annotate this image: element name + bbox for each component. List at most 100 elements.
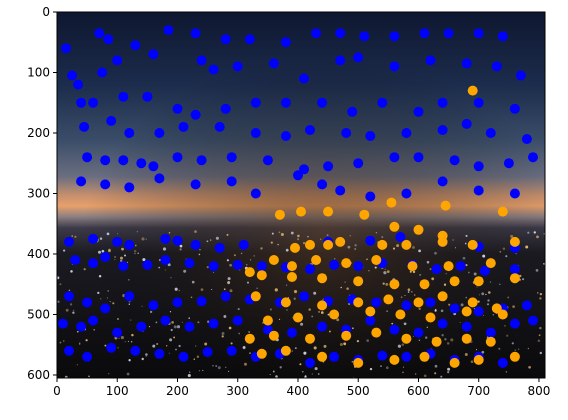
city-light <box>242 346 246 349</box>
city-light <box>217 366 221 370</box>
blue-point <box>389 152 400 163</box>
orange-point <box>290 242 300 253</box>
y-axis: 0 100 200 300 400 500 600 <box>27 5 57 382</box>
city-light <box>71 235 73 237</box>
blue-point <box>455 261 466 272</box>
blue-point <box>473 97 484 108</box>
city-light <box>488 291 491 294</box>
city-light <box>385 366 389 370</box>
orange-point <box>413 224 424 235</box>
city-light <box>478 294 480 296</box>
blue-point <box>232 315 243 326</box>
city-light <box>221 332 225 335</box>
city-light <box>272 370 275 373</box>
city-light <box>107 289 110 292</box>
blue-point <box>88 233 99 244</box>
blue-point <box>449 155 460 166</box>
city-light <box>343 342 347 346</box>
orange-point <box>449 276 460 287</box>
blue-point <box>250 97 261 108</box>
blue-point <box>142 259 153 270</box>
city-light <box>168 231 171 234</box>
city-light <box>483 314 485 316</box>
city-light <box>440 309 444 313</box>
city-light <box>167 263 171 267</box>
city-light <box>278 318 281 321</box>
city-light <box>320 311 324 314</box>
city-light <box>323 344 327 348</box>
city-light <box>88 375 90 378</box>
city-light <box>307 236 309 238</box>
blue-point <box>413 327 424 338</box>
city-light <box>507 296 510 299</box>
city-light <box>162 247 167 251</box>
city-light <box>98 275 102 278</box>
y-tick-label: 600 <box>27 368 50 382</box>
orange-point <box>443 261 454 272</box>
city-light <box>59 341 62 344</box>
city-light <box>344 281 346 283</box>
city-light <box>109 301 111 303</box>
orange-point <box>377 239 388 250</box>
city-light <box>525 245 529 249</box>
city-light <box>221 335 224 338</box>
city-light <box>383 271 387 275</box>
city-light <box>412 270 416 274</box>
city-light <box>155 321 158 324</box>
orange-point <box>335 236 346 247</box>
city-light <box>299 363 302 366</box>
orange-point <box>407 261 418 272</box>
city-light <box>227 277 231 281</box>
blue-point <box>94 28 105 39</box>
city-light <box>468 271 470 274</box>
city-light <box>279 366 282 369</box>
city-light <box>514 349 517 351</box>
blue-point <box>160 255 171 265</box>
city-light <box>126 372 130 376</box>
city-light <box>426 326 429 328</box>
orange-point <box>383 294 394 305</box>
orange-point <box>305 333 315 344</box>
city-light <box>165 345 168 347</box>
blue-point <box>112 327 123 338</box>
city-light <box>198 253 201 256</box>
blue-point <box>449 303 460 314</box>
blue-point <box>64 236 74 247</box>
city-light <box>454 247 457 249</box>
blue-point <box>106 342 117 353</box>
city-light <box>130 340 133 343</box>
orange-point <box>293 312 303 323</box>
blue-point <box>100 252 111 262</box>
blue-point <box>335 55 346 66</box>
city-light <box>385 282 389 286</box>
city-light <box>173 325 177 329</box>
city-light <box>275 375 278 378</box>
orange-point <box>473 354 484 365</box>
city-light <box>366 258 368 260</box>
city-light <box>142 258 146 262</box>
city-light <box>386 270 390 273</box>
orange-point <box>437 291 448 302</box>
city-light <box>434 251 437 255</box>
city-light <box>300 322 304 326</box>
x-axis: 0 100 200 300 400 500 600 700 800 <box>53 378 550 398</box>
blue-point <box>64 291 74 302</box>
city-light <box>403 322 407 326</box>
blue-point <box>172 103 183 114</box>
city-light <box>512 305 515 308</box>
blue-point <box>437 97 448 108</box>
x-tick-label: 0 <box>53 384 61 398</box>
blue-point <box>515 70 526 81</box>
city-light <box>317 373 320 375</box>
city-light <box>200 288 204 291</box>
orange-point <box>353 297 364 308</box>
blue-point <box>389 61 400 72</box>
blue-point <box>353 52 364 63</box>
city-light <box>202 369 204 372</box>
city-light <box>502 247 506 251</box>
city-light <box>199 249 201 251</box>
blue-point <box>178 351 189 362</box>
city-light <box>511 342 514 345</box>
city-light <box>356 339 360 343</box>
city-light <box>247 281 249 284</box>
